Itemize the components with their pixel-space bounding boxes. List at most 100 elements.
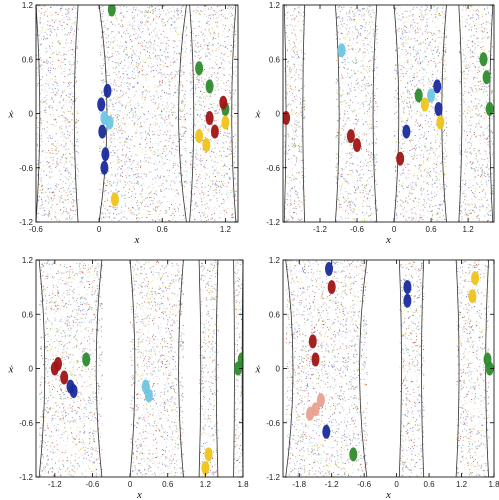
orbit-point bbox=[301, 218, 303, 220]
orbit-point bbox=[196, 158, 198, 160]
orbit-point bbox=[221, 52, 223, 54]
orbit-point bbox=[337, 106, 339, 107]
orbit-point bbox=[148, 17, 150, 19]
orbit-point bbox=[287, 92, 289, 94]
orbit-point bbox=[302, 202, 304, 204]
orbit-point bbox=[198, 54, 200, 56]
orbit-point bbox=[296, 136, 298, 138]
orbit-point bbox=[217, 174, 219, 176]
orbit-point bbox=[136, 120, 138, 122]
orbit-point bbox=[295, 156, 297, 158]
orbit-point bbox=[223, 135, 225, 136]
orbit-point bbox=[126, 141, 128, 143]
orbit-point bbox=[352, 201, 354, 203]
orbit-point bbox=[170, 125, 172, 127]
orbit-point bbox=[296, 51, 298, 53]
orbit-point bbox=[149, 171, 151, 173]
orbit-point bbox=[204, 44, 205, 46]
orbit-point bbox=[46, 94, 48, 96]
orbit-point bbox=[159, 210, 161, 212]
orbit-point bbox=[199, 101, 201, 103]
orbit-point bbox=[64, 170, 66, 172]
orbit-point bbox=[304, 53, 306, 55]
orbit-point bbox=[210, 7, 212, 9]
orbit-point bbox=[299, 9, 301, 11]
orbit-point bbox=[141, 107, 142, 109]
orbit-point bbox=[128, 135, 129, 137]
orbit-point bbox=[158, 185, 160, 187]
orbit-point bbox=[52, 143, 54, 145]
orbit-point bbox=[232, 108, 234, 110]
orbit-point bbox=[40, 155, 42, 157]
orbit-point bbox=[114, 181, 116, 183]
orbit-point bbox=[368, 154, 369, 156]
orbit-point bbox=[176, 14, 178, 16]
orbit-point bbox=[344, 124, 346, 125]
orbit-point bbox=[161, 81, 163, 83]
orbit-point bbox=[180, 133, 182, 135]
orbit-point bbox=[117, 20, 118, 22]
orbit-point bbox=[76, 208, 78, 210]
orbit-point bbox=[229, 137, 231, 139]
orbit-point bbox=[72, 113, 74, 115]
orbit-point bbox=[144, 49, 146, 51]
orbit-point bbox=[164, 23, 166, 25]
orbit-point bbox=[62, 131, 64, 133]
orbit-point bbox=[290, 179, 292, 181]
orbit-point bbox=[185, 119, 186, 121]
orbit-point bbox=[353, 204, 355, 205]
orbit-point bbox=[369, 13, 371, 15]
orbit-point bbox=[110, 141, 112, 143]
orbit-point bbox=[101, 16, 103, 17]
orbit-point bbox=[62, 202, 64, 204]
orbit-point bbox=[68, 7, 70, 9]
orbit-point bbox=[288, 150, 289, 151]
orbit-point bbox=[70, 183, 72, 185]
orbit-point bbox=[162, 179, 164, 181]
orbit-point bbox=[110, 185, 112, 187]
orbit-point bbox=[220, 80, 222, 81]
orbit-point bbox=[70, 102, 72, 103]
orbit-point bbox=[185, 150, 187, 152]
orbit-point bbox=[169, 7, 171, 9]
orbit-point bbox=[36, 71, 38, 73]
orbit-point bbox=[68, 73, 70, 74]
orbit-point bbox=[184, 164, 186, 166]
orbit-point bbox=[229, 92, 231, 94]
orbit-point bbox=[357, 42, 359, 44]
orbit-point bbox=[215, 186, 217, 188]
orbit-point bbox=[373, 199, 375, 201]
orbit-point bbox=[193, 40, 195, 42]
orbit-point bbox=[129, 161, 131, 162]
orbit-point bbox=[124, 123, 126, 125]
orbit-point bbox=[216, 20, 218, 22]
orbit-point bbox=[60, 213, 62, 215]
orbit-point bbox=[204, 186, 206, 188]
orbit-point bbox=[138, 176, 140, 178]
orbit-point bbox=[226, 37, 227, 39]
orbit-point bbox=[144, 16, 146, 18]
orbit-point bbox=[340, 193, 342, 195]
orbit-point bbox=[63, 189, 65, 191]
orbit-point bbox=[141, 190, 143, 192]
orbit-point bbox=[287, 88, 289, 89]
orbit-point bbox=[344, 61, 346, 63]
orbit-point bbox=[339, 20, 341, 22]
orbit-point bbox=[152, 134, 154, 136]
orbit-point bbox=[41, 38, 42, 40]
orbit-point bbox=[161, 82, 163, 84]
orbit-point bbox=[41, 102, 43, 104]
orbit-point bbox=[103, 217, 105, 219]
orbit-point bbox=[116, 183, 118, 184]
orbit-point bbox=[289, 69, 291, 71]
orbit-point bbox=[158, 8, 160, 10]
orbit-point bbox=[216, 64, 218, 66]
orbit-point bbox=[140, 25, 142, 26]
orbit-point bbox=[71, 28, 73, 30]
orbit-point bbox=[101, 67, 103, 69]
orbit-point bbox=[161, 158, 163, 159]
orbit-point bbox=[338, 208, 340, 210]
orbit-point bbox=[63, 99, 64, 101]
orbit-point bbox=[151, 21, 153, 23]
orbit-point bbox=[363, 43, 365, 45]
